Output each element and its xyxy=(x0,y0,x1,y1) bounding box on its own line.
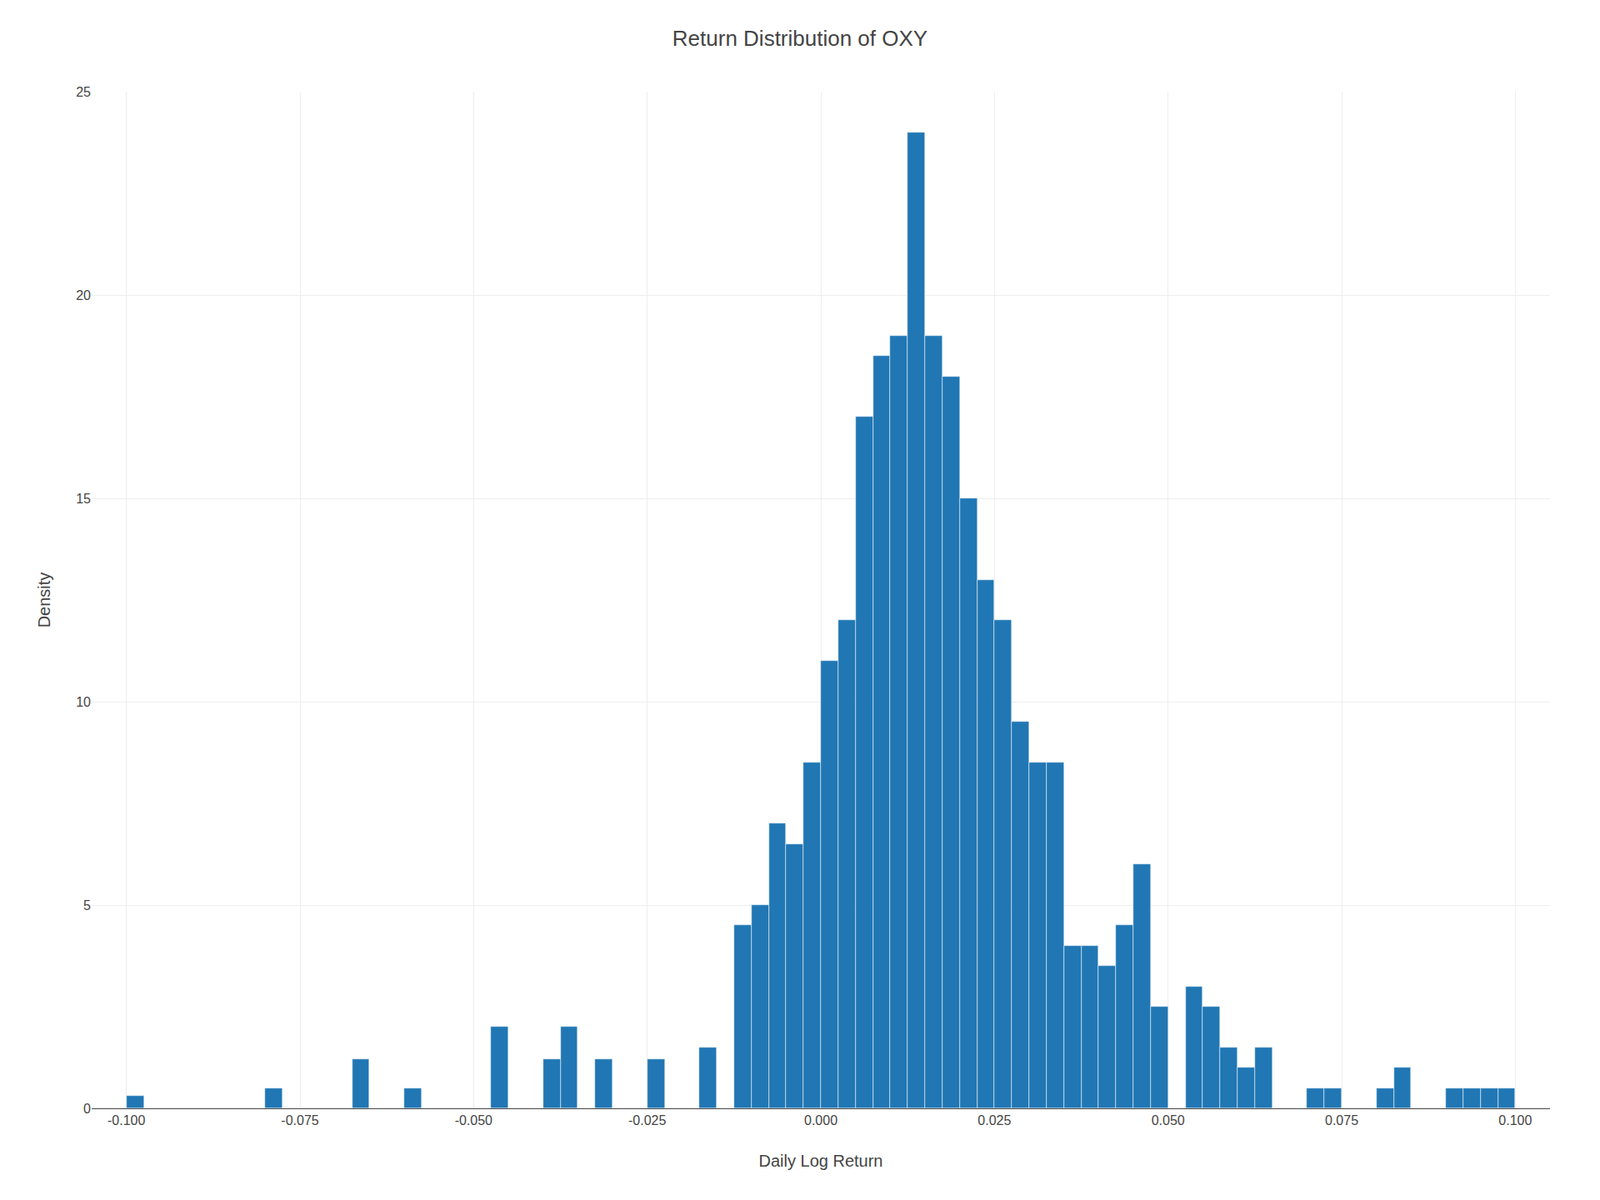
svg-text:5: 5 xyxy=(83,898,91,913)
svg-text:0.050: 0.050 xyxy=(1151,1113,1185,1128)
svg-text:15: 15 xyxy=(75,491,91,506)
svg-text:0.075: 0.075 xyxy=(1325,1113,1359,1128)
svg-text:0.000: 0.000 xyxy=(804,1113,838,1128)
svg-text:20: 20 xyxy=(75,288,91,303)
svg-text:0.025: 0.025 xyxy=(977,1113,1011,1128)
svg-text:0: 0 xyxy=(83,1101,91,1116)
svg-text:-0.100: -0.100 xyxy=(107,1113,145,1128)
svg-text:-0.075: -0.075 xyxy=(280,1113,319,1128)
svg-text:0.100: 0.100 xyxy=(1498,1113,1532,1128)
svg-text:Return Distribution of OXY: Return Distribution of OXY xyxy=(672,25,928,51)
svg-text:-0.025: -0.025 xyxy=(628,1113,666,1128)
svg-text:25: 25 xyxy=(75,85,91,100)
svg-text:Density: Density xyxy=(35,572,54,629)
svg-text:Daily Log Return: Daily Log Return xyxy=(759,1151,884,1170)
svg-text:-0.050: -0.050 xyxy=(455,1113,493,1128)
svg-text:10: 10 xyxy=(75,695,91,710)
